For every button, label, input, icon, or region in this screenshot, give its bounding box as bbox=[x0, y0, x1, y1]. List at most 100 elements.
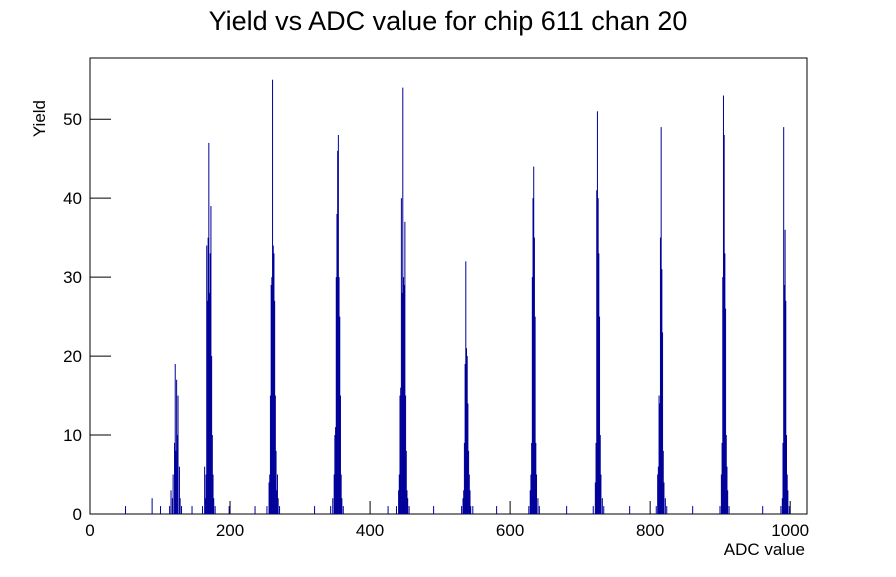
bar bbox=[469, 490, 471, 514]
bar bbox=[125, 506, 127, 514]
bar bbox=[339, 395, 341, 514]
bar bbox=[531, 277, 533, 514]
bar bbox=[204, 498, 206, 514]
bar bbox=[206, 300, 208, 514]
bar bbox=[272, 245, 274, 514]
bar bbox=[335, 427, 337, 514]
bar bbox=[400, 387, 402, 514]
bar bbox=[205, 474, 207, 514]
bar bbox=[176, 379, 178, 514]
bar bbox=[659, 403, 661, 514]
bar bbox=[334, 435, 336, 514]
y-tick-label: 40 bbox=[63, 189, 82, 208]
bar bbox=[151, 498, 153, 514]
bar bbox=[212, 474, 214, 514]
bar bbox=[191, 506, 193, 514]
bar bbox=[783, 127, 785, 514]
bar bbox=[209, 292, 211, 514]
bar bbox=[566, 506, 568, 514]
bar bbox=[270, 285, 272, 514]
bar bbox=[533, 166, 535, 515]
bar bbox=[467, 403, 469, 514]
bar bbox=[277, 498, 279, 514]
bar bbox=[472, 506, 474, 514]
bar bbox=[596, 111, 598, 514]
bar bbox=[174, 363, 176, 514]
bar bbox=[725, 308, 727, 514]
bar bbox=[594, 482, 596, 514]
bar bbox=[662, 450, 664, 514]
bar bbox=[433, 506, 435, 514]
bar bbox=[781, 498, 783, 514]
bar bbox=[721, 442, 723, 514]
bar bbox=[470, 506, 472, 514]
bar bbox=[596, 190, 598, 514]
bar bbox=[785, 435, 787, 514]
bar bbox=[171, 498, 173, 514]
bar bbox=[337, 150, 339, 514]
bar bbox=[335, 277, 337, 514]
bar bbox=[407, 498, 409, 514]
bar bbox=[332, 498, 334, 514]
bar bbox=[532, 198, 534, 515]
bar bbox=[176, 435, 178, 514]
bar bbox=[722, 277, 724, 514]
bar bbox=[599, 435, 601, 514]
bar bbox=[601, 498, 603, 514]
y-tick-label: 30 bbox=[63, 268, 82, 287]
bar bbox=[466, 356, 468, 514]
bar bbox=[207, 237, 209, 515]
bar bbox=[780, 506, 782, 514]
bar bbox=[181, 506, 183, 514]
bar bbox=[170, 490, 172, 514]
bar bbox=[395, 506, 397, 514]
bar bbox=[404, 221, 406, 514]
bar bbox=[531, 442, 533, 514]
bar bbox=[342, 506, 344, 514]
chart-title: Yield vs ADC value for chip 611 chan 20 bbox=[209, 6, 688, 36]
bar bbox=[726, 466, 728, 514]
bar bbox=[398, 490, 400, 514]
bar bbox=[496, 506, 498, 514]
bar bbox=[399, 395, 401, 514]
bar bbox=[787, 490, 789, 514]
bar bbox=[462, 498, 464, 514]
bar bbox=[786, 474, 788, 514]
bar bbox=[468, 450, 470, 514]
bar bbox=[177, 395, 179, 514]
bar bbox=[228, 506, 230, 514]
bar bbox=[209, 253, 211, 514]
bar bbox=[597, 198, 599, 515]
bar bbox=[213, 498, 215, 514]
bar bbox=[727, 490, 729, 514]
bar bbox=[598, 253, 600, 514]
bar bbox=[274, 395, 276, 514]
bar bbox=[464, 363, 466, 514]
bar bbox=[662, 332, 664, 514]
bar bbox=[468, 474, 470, 514]
y-axis-label: Yield bbox=[30, 100, 49, 137]
bar bbox=[466, 348, 468, 514]
bar bbox=[722, 95, 724, 514]
bar bbox=[405, 395, 407, 514]
bar bbox=[276, 490, 278, 514]
bar bbox=[666, 506, 668, 514]
bar bbox=[276, 474, 278, 514]
bar bbox=[785, 300, 787, 514]
bar bbox=[655, 506, 657, 514]
bar bbox=[658, 395, 660, 514]
bar bbox=[214, 506, 216, 514]
bar bbox=[402, 277, 404, 514]
bar bbox=[535, 442, 537, 514]
x-axis-label: ADC value bbox=[724, 540, 805, 559]
bar bbox=[279, 506, 281, 514]
bar bbox=[533, 237, 535, 515]
bar bbox=[340, 474, 342, 514]
bar bbox=[179, 498, 181, 514]
bar bbox=[269, 474, 271, 514]
bar bbox=[398, 474, 400, 514]
y-tick-label: 0 bbox=[73, 505, 82, 524]
bar bbox=[600, 474, 602, 514]
bar bbox=[660, 127, 662, 514]
